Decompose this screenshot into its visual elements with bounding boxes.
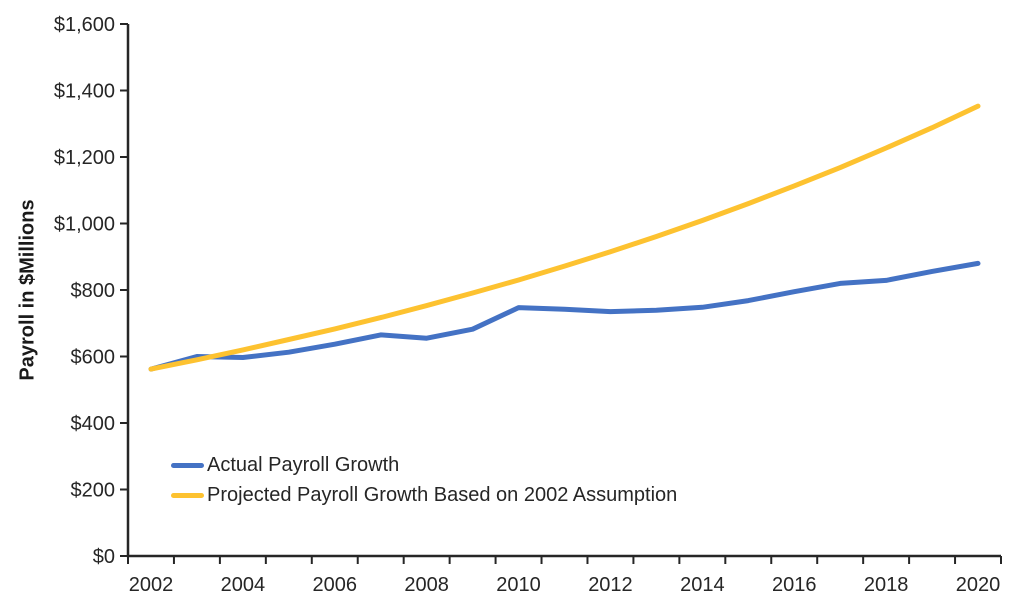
x-axis-tick-label: 2010	[496, 574, 541, 596]
y-axis-tick-label: $1,200	[54, 147, 115, 169]
x-axis-tick-label: 2020	[956, 574, 1001, 596]
x-axis-tick-label: 2016	[772, 574, 817, 596]
y-axis-tick-label: $400	[71, 413, 116, 435]
y-axis-tick-label: $800	[71, 280, 116, 302]
legend-item-actual: Actual Payroll Growth	[171, 450, 677, 480]
y-axis-title: Payroll in $Millions	[16, 199, 39, 381]
series-line-projected	[148, 103, 981, 372]
y-axis-tick-label: $0	[93, 546, 115, 568]
legend-item-projected: Projected Payroll Growth Based on 2002 A…	[171, 480, 677, 510]
y-axis-tick-label: $1,600	[54, 14, 115, 36]
legend-swatch-projected-line	[171, 492, 204, 498]
x-axis-tick-label: 2006	[313, 574, 358, 596]
legend-label-projected: Projected Payroll Growth Based on 2002 A…	[207, 483, 678, 506]
y-axis-tick-label: $1,400	[54, 81, 115, 103]
x-axis-tick-label: 2008	[404, 574, 449, 596]
y-axis-tick-label: $600	[71, 347, 116, 369]
series-line-actual	[148, 260, 981, 372]
x-axis-tick-label: 2004	[221, 574, 266, 596]
chart-legend: Actual Payroll Growth Projected Payroll …	[171, 450, 677, 510]
x-axis-tick-label: 2014	[680, 574, 725, 596]
y-axis-tick-label: $200	[71, 480, 116, 502]
legend-label-actual: Actual Payroll Growth	[207, 453, 400, 476]
y-axis-tick-label: $1,000	[54, 214, 115, 236]
legend-swatch-actual-line	[171, 462, 204, 468]
x-axis-tick-label: 2012	[588, 574, 633, 596]
x-axis-tick-label: 2002	[129, 574, 174, 596]
x-axis-tick-label: 2018	[864, 574, 909, 596]
